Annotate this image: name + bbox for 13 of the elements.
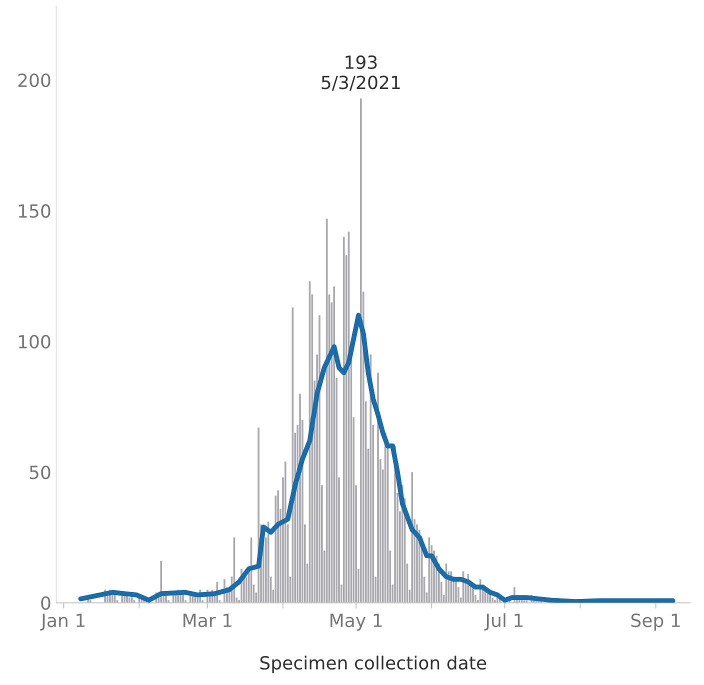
y-tick-label: 200 xyxy=(18,73,50,88)
x-tick-label: Jul 1 xyxy=(484,613,523,631)
y-tick-label: 100 xyxy=(18,334,50,349)
x-tick-label: May 1 xyxy=(330,614,382,631)
y-tick-label: 50 xyxy=(30,466,50,480)
y-tick-label: 150 xyxy=(18,204,50,218)
annotation: 193 5/3/2021 xyxy=(322,55,400,91)
y-tick-label: 0 xyxy=(41,596,50,610)
x-axis-title: Specimen collection date xyxy=(260,656,486,674)
x-tick-label: Sep 1 xyxy=(631,614,680,631)
line-series xyxy=(78,312,676,603)
x-tick-label: Mar 1 xyxy=(184,614,232,628)
x-tick-label: Jan 1 xyxy=(40,614,84,631)
